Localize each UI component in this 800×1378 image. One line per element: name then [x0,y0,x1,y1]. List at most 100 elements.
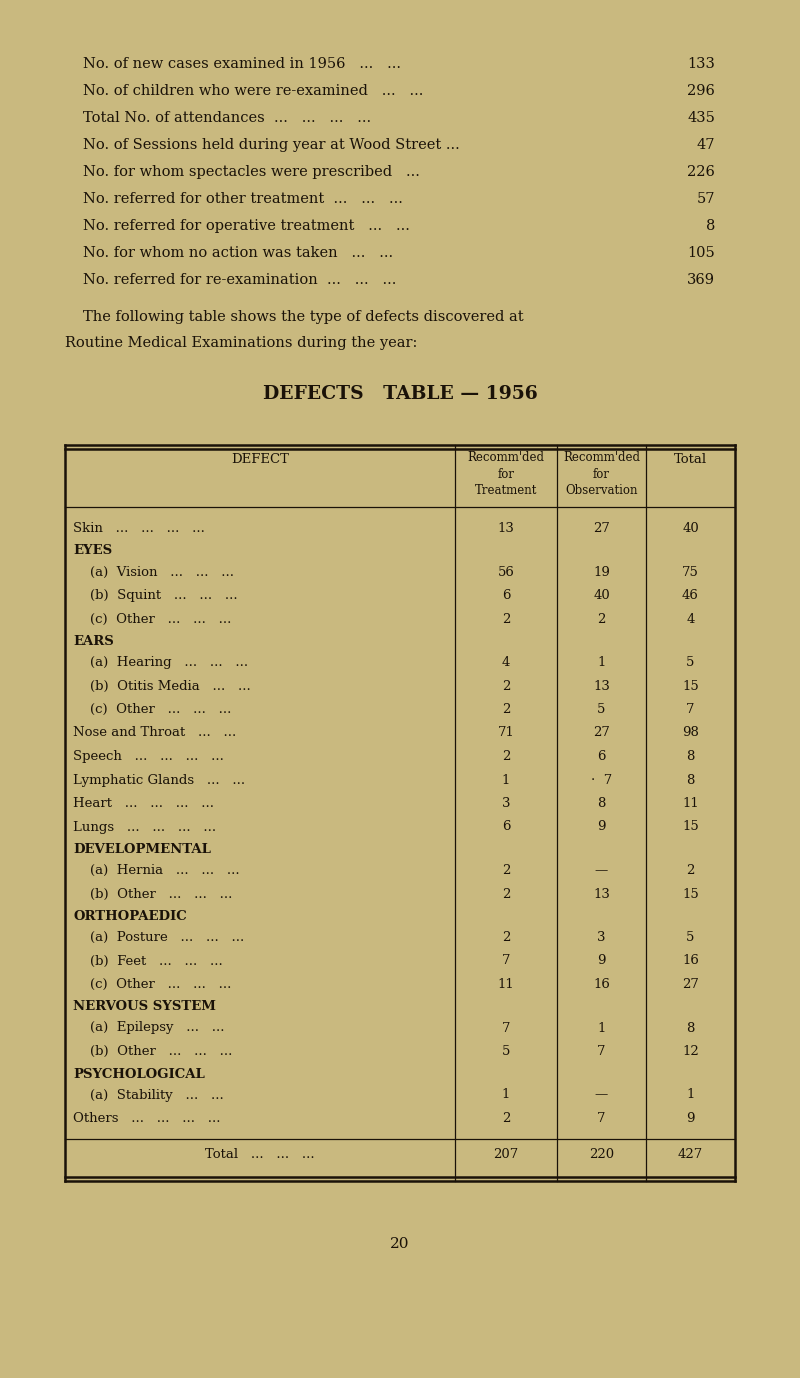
Text: 12: 12 [682,1045,699,1058]
Text: Skin   ...   ...   ...   ...: Skin ... ... ... ... [73,522,205,535]
Text: 40: 40 [593,588,610,602]
Text: 2: 2 [502,932,510,944]
Text: 2: 2 [598,612,606,626]
Text: 2: 2 [502,1112,510,1124]
Text: 57: 57 [697,192,715,205]
Text: No. referred for operative treatment   ...   ...: No. referred for operative treatment ...… [83,219,410,233]
Text: 16: 16 [682,955,699,967]
Text: (a)  Stability   ...   ...: (a) Stability ... ... [73,1089,224,1101]
Text: (b)  Squint   ...   ...   ...: (b) Squint ... ... ... [73,588,238,602]
Text: 2: 2 [502,703,510,717]
Text: (b)  Feet   ...   ...   ...: (b) Feet ... ... ... [73,955,222,967]
Text: 71: 71 [498,726,514,740]
Text: Recomm'ded
for
Treatment: Recomm'ded for Treatment [467,451,545,497]
Text: 427: 427 [678,1148,703,1162]
Text: (a)  Hernia   ...   ...   ...: (a) Hernia ... ... ... [73,864,240,876]
Text: 296: 296 [687,84,715,98]
Text: 7: 7 [686,703,694,717]
Text: 4: 4 [502,656,510,668]
Text: DEFECTS   TABLE — 1956: DEFECTS TABLE — 1956 [262,384,538,402]
Text: 2: 2 [502,887,510,900]
Text: 15: 15 [682,887,699,900]
Text: 2: 2 [502,612,510,626]
Text: 13: 13 [593,679,610,693]
Text: —: — [595,864,608,876]
Text: (a)  Epilepsy   ...   ...: (a) Epilepsy ... ... [73,1021,225,1035]
Text: DEFECT: DEFECT [231,453,289,466]
Text: 2: 2 [502,750,510,763]
Text: Lungs   ...   ...   ...   ...: Lungs ... ... ... ... [73,820,216,834]
Text: —: — [595,1089,608,1101]
Text: 133: 133 [687,56,715,72]
Text: No. of children who were re-examined   ...   ...: No. of children who were re-examined ...… [83,84,423,98]
Text: 220: 220 [589,1148,614,1162]
Text: 226: 226 [687,165,715,179]
Text: (a)  Posture   ...   ...   ...: (a) Posture ... ... ... [73,932,244,944]
Text: 1: 1 [502,1089,510,1101]
Text: 2: 2 [502,864,510,876]
Text: (b)  Other   ...   ...   ...: (b) Other ... ... ... [73,887,232,900]
Text: 27: 27 [682,978,699,991]
Text: NERVOUS SYSTEM: NERVOUS SYSTEM [73,1000,216,1013]
Text: 4: 4 [686,612,694,626]
Text: 8: 8 [598,796,606,810]
Text: 1: 1 [686,1089,694,1101]
Text: 1: 1 [598,1021,606,1035]
Text: 369: 369 [687,273,715,287]
Text: 6: 6 [502,820,510,834]
Text: No. referred for re-examination  ...   ...   ...: No. referred for re-examination ... ... … [83,273,396,287]
Text: 8: 8 [686,750,694,763]
Text: 9: 9 [598,955,606,967]
Text: Nose and Throat   ...   ...: Nose and Throat ... ... [73,726,236,740]
Text: (b)  Otitis Media   ...   ...: (b) Otitis Media ... ... [73,679,250,693]
Text: 1: 1 [598,656,606,668]
Text: (c)  Other   ...   ...   ...: (c) Other ... ... ... [73,978,231,991]
Text: 7: 7 [598,1112,606,1124]
Text: (a)  Hearing   ...   ...   ...: (a) Hearing ... ... ... [73,656,248,668]
Text: 1: 1 [502,773,510,787]
Text: 7: 7 [502,955,510,967]
Text: Others   ...   ...   ...   ...: Others ... ... ... ... [73,1112,221,1124]
Text: 6: 6 [502,588,510,602]
Text: 75: 75 [682,565,699,579]
Text: 27: 27 [593,726,610,740]
Text: 16: 16 [593,978,610,991]
Text: Recomm'ded
for
Observation: Recomm'ded for Observation [563,451,640,497]
Text: 3: 3 [502,796,510,810]
Text: No. referred for other treatment  ...   ...   ...: No. referred for other treatment ... ...… [83,192,403,205]
Text: 6: 6 [598,750,606,763]
Text: No. of new cases examined in 1956   ...   ...: No. of new cases examined in 1956 ... ..… [83,56,401,72]
Text: 2: 2 [502,679,510,693]
Text: EARS: EARS [73,635,114,648]
Text: 40: 40 [682,522,699,535]
Text: 15: 15 [682,820,699,834]
Text: (b)  Other   ...   ...   ...: (b) Other ... ... ... [73,1045,232,1058]
Text: Total   ...   ...   ...: Total ... ... ... [205,1148,315,1162]
Text: DEVELOPMENTAL: DEVELOPMENTAL [73,843,211,856]
Text: 56: 56 [498,565,514,579]
Text: PSYCHOLOGICAL: PSYCHOLOGICAL [73,1068,205,1080]
Text: 11: 11 [682,796,699,810]
Text: 11: 11 [498,978,514,991]
Text: (c)  Other   ...   ...   ...: (c) Other ... ... ... [73,703,231,717]
Text: 435: 435 [687,112,715,125]
Text: 98: 98 [682,726,699,740]
Text: 5: 5 [686,932,694,944]
Text: 15: 15 [682,679,699,693]
Text: ·  7: · 7 [591,773,612,787]
Text: The following table shows the type of defects discovered at: The following table shows the type of de… [83,310,524,324]
Text: No. for whom no action was taken   ...   ...: No. for whom no action was taken ... ... [83,247,393,260]
Text: 47: 47 [697,138,715,152]
Text: (a)  Vision   ...   ...   ...: (a) Vision ... ... ... [73,565,234,579]
Text: 8: 8 [686,1021,694,1035]
Text: Total No. of attendances  ...   ...   ...   ...: Total No. of attendances ... ... ... ... [83,112,371,125]
Text: 8: 8 [706,219,715,233]
Text: 5: 5 [686,656,694,668]
Text: Heart   ...   ...   ...   ...: Heart ... ... ... ... [73,796,214,810]
Text: 105: 105 [687,247,715,260]
Text: Total: Total [674,453,707,466]
Text: 2: 2 [686,864,694,876]
Text: No. for whom spectacles were prescribed   ...: No. for whom spectacles were prescribed … [83,165,420,179]
Text: 46: 46 [682,588,699,602]
Text: 5: 5 [502,1045,510,1058]
